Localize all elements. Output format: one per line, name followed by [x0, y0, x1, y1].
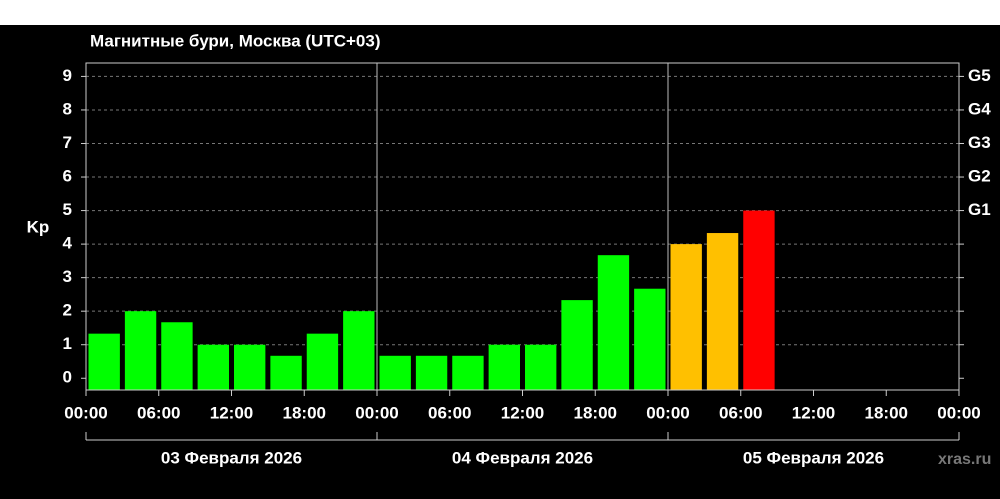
- bar: [161, 322, 193, 390]
- x-tick-label: 12:00: [792, 403, 835, 422]
- y-tick-label: 2: [63, 301, 72, 320]
- y2-tick-label: G1: [968, 200, 991, 219]
- x-tick-label: 12:00: [501, 403, 544, 422]
- y2-tick-label: G5: [968, 66, 991, 85]
- x-tick-label: 06:00: [428, 403, 471, 422]
- bar: [561, 300, 593, 390]
- bar: [743, 210, 775, 390]
- bar: [88, 333, 120, 390]
- y-axis-label: Kp: [27, 217, 50, 236]
- y-tick-label: 0: [63, 368, 72, 387]
- y-tick-label: 1: [63, 334, 72, 353]
- x-tick-label: 06:00: [137, 403, 180, 422]
- bar: [197, 344, 229, 390]
- bar: [343, 311, 375, 390]
- bar: [706, 233, 739, 390]
- day-label: 05 Февраля 2026: [743, 448, 884, 467]
- y-tick-label: 6: [63, 167, 72, 186]
- bar: [306, 333, 339, 390]
- y2-tick-label: G3: [968, 133, 991, 152]
- y-tick-label: 3: [63, 267, 72, 286]
- watermark: xras.ru: [938, 451, 991, 468]
- background: [0, 25, 1000, 499]
- bar: [234, 344, 266, 390]
- bar: [452, 355, 484, 390]
- x-tick-label: 06:00: [719, 403, 762, 422]
- bar: [270, 355, 302, 390]
- bar: [488, 344, 520, 390]
- x-tick-label: 18:00: [574, 403, 617, 422]
- y-tick-label: 8: [63, 99, 72, 118]
- bar: [379, 355, 411, 390]
- bar: [525, 344, 557, 390]
- x-tick-label: 12:00: [210, 403, 253, 422]
- y2-tick-label: G2: [968, 167, 991, 186]
- y-tick-label: 9: [63, 66, 72, 85]
- x-tick-label: 00:00: [937, 403, 980, 422]
- bar: [634, 288, 666, 390]
- day-label: 04 Февраля 2026: [452, 448, 593, 467]
- bar: [124, 311, 157, 390]
- y-tick-label: 7: [63, 133, 72, 152]
- bar: [415, 355, 448, 390]
- bar: [597, 255, 630, 390]
- y-tick-label: 4: [63, 234, 73, 253]
- x-tick-label: 18:00: [283, 403, 326, 422]
- x-tick-label: 18:00: [865, 403, 908, 422]
- x-tick-label: 00:00: [64, 403, 107, 422]
- chart-title: Магнитные бури, Москва (UTC+03): [90, 31, 381, 50]
- y-tick-label: 5: [63, 200, 72, 219]
- x-tick-label: 00:00: [646, 403, 689, 422]
- bar: [670, 244, 702, 390]
- y2-tick-label: G4: [968, 99, 991, 118]
- x-tick-label: 00:00: [355, 403, 398, 422]
- day-label: 03 Февраля 2026: [161, 448, 302, 467]
